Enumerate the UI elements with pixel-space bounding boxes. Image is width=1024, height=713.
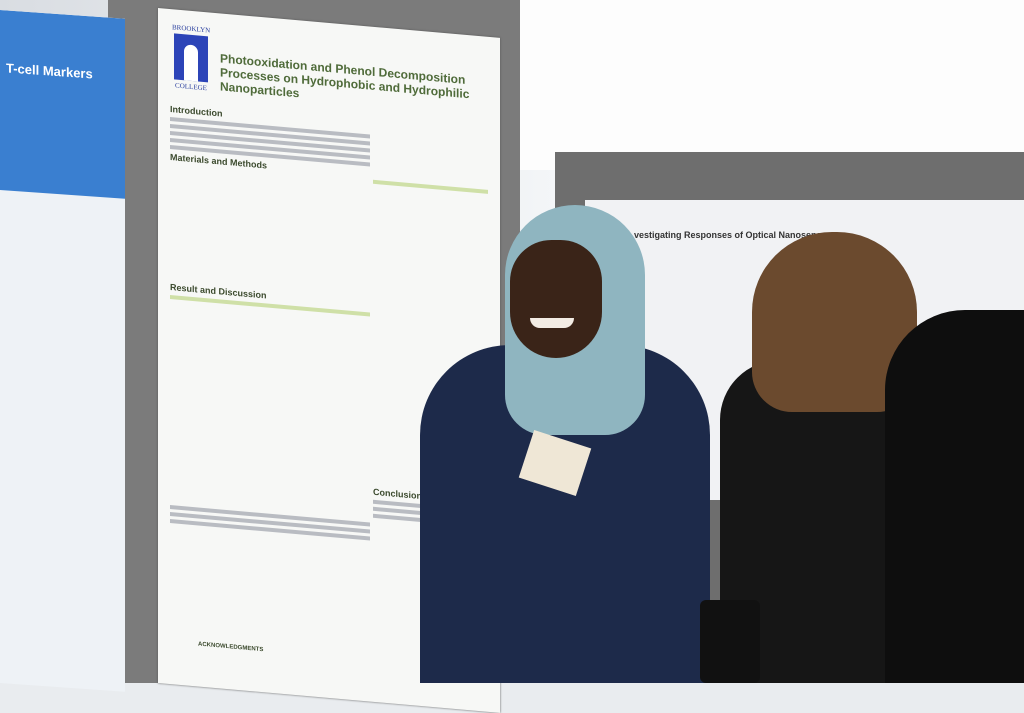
figure-area: [170, 302, 370, 519]
right-poster-title: …vestigating Responses of Optical Nanose…: [625, 230, 836, 240]
brooklyn-college-logo: BROOKLYN COLLEGE: [172, 23, 210, 92]
left-poster-title: T-cell Markers: [0, 10, 125, 199]
logo-text-bottom: COLLEGE: [175, 81, 207, 93]
acknowledgments: ACKNOWLEDGMENTS: [198, 641, 264, 654]
left-poster: T-cell Markers: [0, 10, 125, 692]
attendee-foreground: [885, 310, 1024, 683]
student-smile: [530, 318, 574, 328]
student-face: [510, 240, 602, 358]
bright-window: [520, 0, 1024, 170]
handbag: [700, 600, 760, 683]
figure-area: [170, 162, 370, 299]
poster-title: Photooxidation and Phenol Decomposition …: [220, 51, 470, 102]
poster-body: Introduction Materials and Methods Resul…: [170, 104, 370, 543]
building-icon: [174, 33, 208, 83]
